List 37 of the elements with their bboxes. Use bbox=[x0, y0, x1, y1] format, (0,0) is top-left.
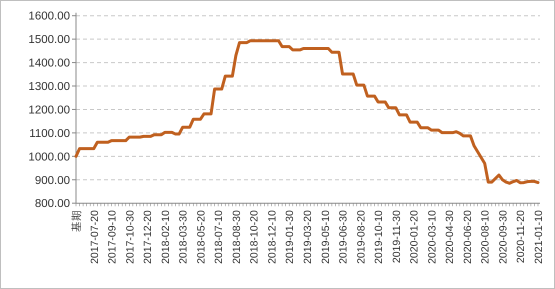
y-tick-label: 1500.00 bbox=[28, 34, 70, 46]
x-tick-label: 2019-06-30 bbox=[338, 210, 350, 264]
x-tick-label: 2020-01-20 bbox=[408, 210, 421, 264]
x-tick-label: 2017-09-10 bbox=[106, 210, 119, 264]
x-tick-label: 基期 bbox=[70, 210, 83, 232]
x-tick-label: 2020-06-20 bbox=[462, 210, 474, 264]
y-tick-label: 1300.00 bbox=[28, 81, 70, 94]
x-tick-label: 2019-01-30 bbox=[284, 210, 296, 264]
x-tick-label: 2017-12-20 bbox=[142, 210, 154, 264]
x-tick-label: 2020-03-10 bbox=[426, 210, 438, 264]
x-tick-label: 2020-09-30 bbox=[497, 210, 510, 264]
x-tick-label: 2019-11-30 bbox=[390, 210, 403, 264]
x-tick-label: 2018-02-10 bbox=[160, 210, 172, 264]
x-tick-label: 2021-01-10 bbox=[533, 210, 545, 264]
x-tick-label: 2018-08-30 bbox=[230, 210, 243, 264]
x-tick-label: 2018-03-30 bbox=[178, 210, 190, 264]
x-tick-label: 2018-07-10 bbox=[213, 210, 226, 264]
x-tick-label: 2020-04-30 bbox=[444, 210, 456, 264]
x-tick-label: 2020-08-10 bbox=[480, 210, 492, 264]
x-tick-label: 2019-05-10 bbox=[320, 210, 332, 264]
x-tick-label: 2017-07-20 bbox=[88, 210, 101, 264]
y-tick-label: 1100.00 bbox=[29, 128, 70, 140]
y-tick-label: 900.00 bbox=[34, 174, 70, 187]
x-tick-label: 2019-08-20 bbox=[355, 210, 368, 264]
line-series bbox=[74, 39, 540, 185]
x-tick-label: 2018-05-20 bbox=[195, 210, 208, 264]
y-tick-label: 800.00 bbox=[34, 198, 70, 210]
x-tick-label: 2018-10-20 bbox=[248, 210, 261, 264]
y-tick-label: 1200.00 bbox=[28, 104, 70, 116]
y-tick-label: 1600.00 bbox=[28, 10, 70, 23]
x-tick-label: 2018-12-10 bbox=[266, 210, 278, 264]
y-tick-label: 1400.00 bbox=[28, 58, 70, 70]
x-tick-label: 2017-10-30 bbox=[124, 210, 136, 264]
x-tick-label: 2019-03-20 bbox=[302, 210, 314, 264]
x-tick-label: 2020-11-20 bbox=[515, 210, 528, 264]
x-tick-label: 2019-10-10 bbox=[373, 210, 386, 264]
y-tick-label: 1000.00 bbox=[28, 151, 70, 164]
